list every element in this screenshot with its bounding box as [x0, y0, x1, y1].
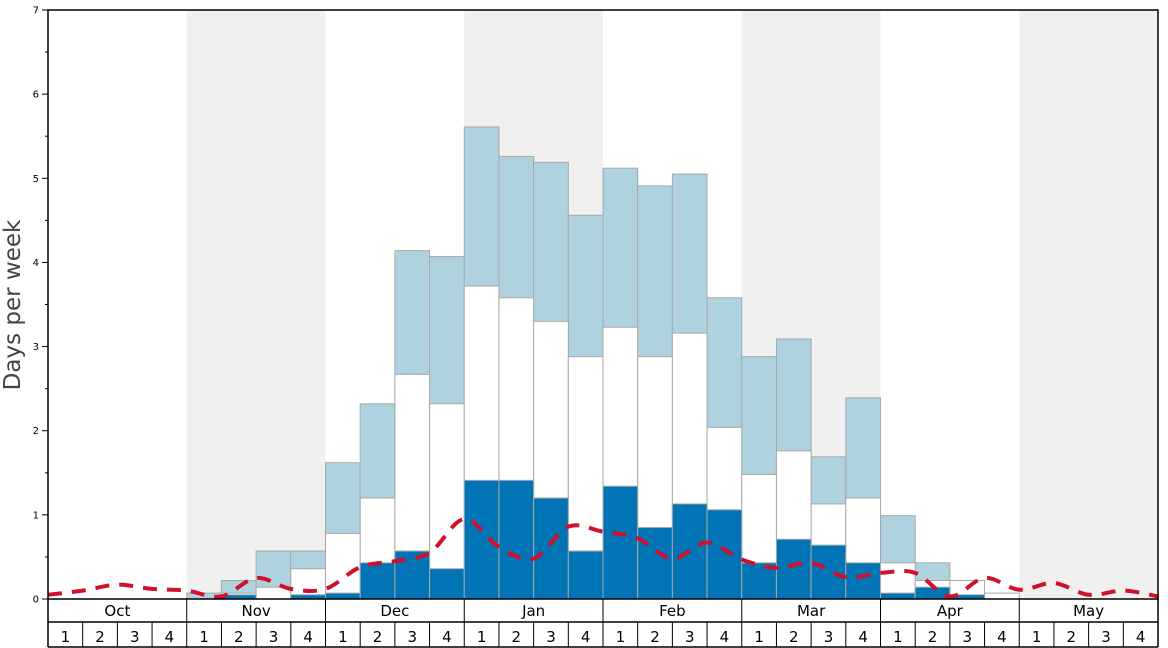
- bar-lower-22: [810, 544, 847, 600]
- week-label-may-4: 4: [1136, 628, 1146, 646]
- month-label-oct: Oct: [104, 602, 130, 620]
- month-shade-may: [1019, 10, 1158, 599]
- month-shade-nov: [186, 10, 326, 599]
- bar-middle-8: [325, 532, 361, 600]
- week-label-nov-2: 2: [234, 628, 244, 646]
- bar-lower-12: [463, 479, 500, 600]
- week-label-dec-2: 2: [373, 628, 383, 646]
- week-label-nov-4: 4: [303, 628, 313, 646]
- month-label-dec: Dec: [380, 602, 409, 620]
- y-tick-label-6: 6: [33, 90, 39, 101]
- bar-middle-11: [429, 403, 465, 600]
- month-label-may: May: [1073, 602, 1104, 620]
- month-label-jan: Jan: [521, 602, 545, 620]
- bar-lower-16: [602, 485, 639, 600]
- dashed-trend-line: [47, 517, 1159, 599]
- y-tick-label-3: 3: [33, 342, 39, 353]
- bar-lower-8: [325, 592, 361, 600]
- bar-lower-21: [775, 538, 812, 600]
- week-label-dec-4: 4: [442, 628, 452, 646]
- week-label-dec-3: 3: [407, 628, 417, 646]
- bar-lower-14: [533, 497, 569, 600]
- y-tick-label-5: 5: [33, 174, 39, 185]
- week-label-nov-1: 1: [199, 628, 209, 646]
- y-tick-label-2: 2: [33, 426, 39, 437]
- y-tick-label-4: 4: [33, 258, 39, 269]
- week-label-may-2: 2: [1067, 628, 1077, 646]
- week-label-oct-3: 3: [130, 628, 140, 646]
- month-label-nov: Nov: [241, 602, 270, 620]
- y-tick-label-0: 0: [33, 595, 39, 606]
- week-label-jan-3: 3: [546, 628, 556, 646]
- week-label-mar-4: 4: [858, 628, 868, 646]
- week-label-feb-4: 4: [720, 628, 730, 646]
- week-label-oct-4: 4: [165, 628, 175, 646]
- month-label-feb: Feb: [659, 602, 686, 620]
- bar-lower-19: [706, 509, 743, 600]
- bar-lower-9: [359, 562, 396, 600]
- week-label-mar-1: 1: [754, 628, 764, 646]
- week-label-apr-4: 4: [997, 628, 1007, 646]
- week-label-oct-2: 2: [95, 628, 105, 646]
- week-label-mar-3: 3: [824, 628, 834, 646]
- bar-lower-13: [498, 479, 535, 600]
- y-tick-label-7: 7: [33, 6, 39, 17]
- bar-middle-27: [984, 592, 1020, 600]
- bar-lower-10: [394, 550, 431, 600]
- week-label-jan-1: 1: [477, 628, 487, 646]
- y-tick-label-1: 1: [33, 510, 39, 521]
- bar-lower-24: [880, 592, 916, 600]
- week-label-may-1: 1: [1032, 628, 1042, 646]
- axes-group: 0 1 2 3 4 5 6 7 Oct 1 2 3 4 Nov 1 2 3 4 Dec 1 2 3 4 Jan 1 2 3 4 Feb 1…: [33, 6, 1159, 648]
- week-label-mar-2: 2: [789, 628, 799, 646]
- bar-lower-25: [914, 586, 951, 600]
- dashed-line-group: [47, 517, 1159, 599]
- week-label-jan-2: 2: [512, 628, 522, 646]
- bar-lower-23: [845, 562, 881, 600]
- week-label-feb-2: 2: [650, 628, 660, 646]
- month-label-apr: Apr: [937, 602, 964, 620]
- week-label-apr-2: 2: [928, 628, 938, 646]
- month-label-mar: Mar: [797, 602, 826, 620]
- week-label-apr-3: 3: [962, 628, 972, 646]
- y-axis-label: Days per week: [0, 219, 26, 390]
- week-label-may-3: 3: [1101, 628, 1111, 646]
- bar-lower-15: [567, 550, 604, 600]
- week-label-feb-1: 1: [616, 628, 626, 646]
- week-label-nov-3: 3: [269, 628, 279, 646]
- week-label-oct-1: 1: [61, 628, 71, 646]
- bar-lower-17: [637, 526, 673, 600]
- bar-lower-11: [429, 568, 465, 600]
- week-label-dec-1: 1: [338, 628, 348, 646]
- week-label-jan-4: 4: [581, 628, 591, 646]
- week-label-feb-3: 3: [685, 628, 695, 646]
- week-label-apr-1: 1: [893, 628, 903, 646]
